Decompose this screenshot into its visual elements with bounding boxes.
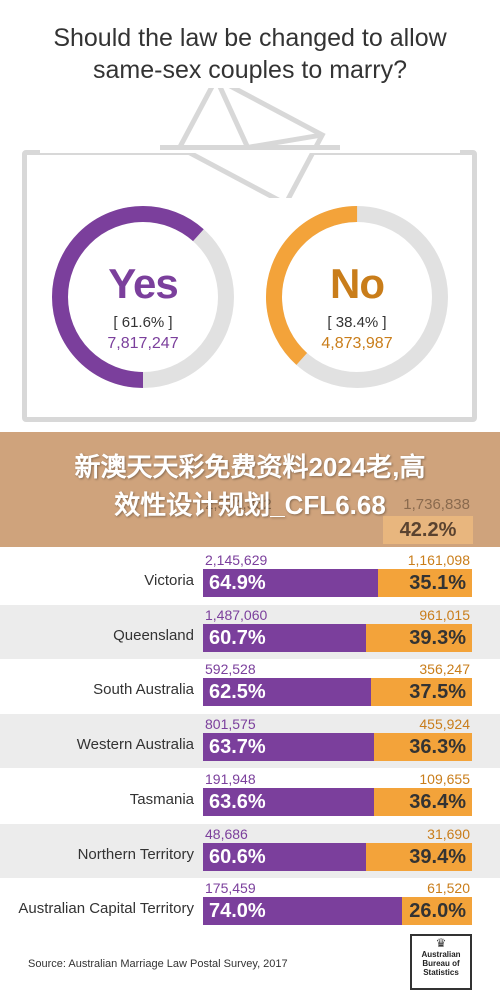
overlay-text: 新澳天天彩免费资料2024老,高 效性设计规划_CFL6.68 — [74, 452, 426, 520]
yes-count-label: 191,948 — [205, 770, 256, 787]
no-donut: No [ 38.4% ] 4,873,987 — [262, 202, 452, 392]
no-percent: [ 38.4% ] — [327, 314, 387, 331]
yes-donut-arc — [52, 206, 234, 388]
no-bar: 36.4% — [374, 787, 472, 816]
no-count: 4,873,987 — [321, 335, 393, 352]
no-bar: 35.1% — [377, 569, 472, 597]
yes-donut: Yes [ 61.6% ] 7,817,247 — [48, 202, 238, 392]
yes-count-label: 175,459 — [205, 880, 256, 897]
yes-count: 7,817,247 — [107, 335, 179, 352]
logo-text: Australian Bureau of Statistics — [421, 950, 461, 977]
no-count-label: 356,247 — [419, 661, 470, 678]
no-bar: 39.4% — [366, 842, 472, 871]
no-count-label: 1,161,098 — [407, 552, 470, 568]
yes-count-label: 801,575 — [205, 716, 256, 733]
state-name: Queensland — [113, 626, 194, 644]
state-name: Western Australia — [76, 736, 194, 754]
yes-label: Yes — [108, 260, 178, 307]
yes-bar: 63.6% — [203, 787, 375, 816]
ballot-slot-edge — [160, 145, 340, 150]
state-row: South Australia 592,528 356,247 62.5% 37.5% — [0, 659, 500, 713]
chart-title: Should the law be changed to allow same-… — [53, 24, 447, 84]
ballot-slot — [40, 148, 460, 153]
no-label: No — [330, 260, 385, 307]
no-bar: 37.5% — [371, 678, 472, 707]
yes-bar: 62.5% — [203, 678, 372, 707]
state-name: Northern Territory — [77, 845, 194, 863]
yes-count-label: 2,145,629 — [205, 552, 268, 568]
no-bar: 26.0% — [402, 897, 472, 926]
yes-count-label: 1,487,060 — [205, 606, 268, 623]
state-row: Victoria 2,145,629 1,161,098 64.9% 35.1% — [0, 550, 500, 604]
yes-count-label: 592,528 — [205, 661, 256, 678]
state-name: Tasmania — [129, 790, 194, 808]
partial-no-count: 1,736,838 — [403, 496, 470, 513]
yes-bar: 74.0% — [203, 897, 403, 926]
no-bar: 36.3% — [374, 733, 472, 762]
state-name: Australian Capital Territory — [18, 900, 194, 918]
no-donut-arc — [266, 206, 448, 388]
state-name: South Australia — [93, 681, 194, 699]
envelope-icon — [176, 88, 326, 198]
state-row: Western Australia 801,575 455,924 63.7% 36.3… — [0, 714, 500, 769]
no-count-label: 31,690 — [427, 825, 470, 842]
abs-logo: ♛ Australian Bureau of Statistics — [410, 934, 472, 990]
state-row: Queensland 1,487,060 961,015 60.7% 39.3% — [0, 604, 500, 659]
yes-percent: [ 61.6% ] — [113, 314, 173, 331]
crest-icon: ♛ — [435, 936, 447, 950]
yes-bar: 60.6% — [203, 842, 366, 871]
source-note: Source: Australian Marriage Law Postal S… — [28, 958, 288, 970]
partial-yes-count: 2,374,362 — [205, 496, 272, 513]
yes-bar: 63.7% — [203, 733, 375, 762]
state-row: Australian Capital Territory 175,459 61,52… — [0, 878, 500, 932]
partial-no-percent: 42.2% — [383, 516, 473, 544]
no-count-label: 961,015 — [419, 606, 470, 623]
yes-bar: 64.9% — [203, 569, 378, 597]
no-count-label: 109,655 — [419, 770, 470, 787]
yes-count-label: 48,686 — [205, 825, 248, 842]
no-bar: 39.3% — [366, 623, 472, 652]
yes-bar: 60.7% — [203, 623, 367, 652]
state-row: Tasmania 191,948 109,655 63.6% 36.4% — [0, 769, 500, 823]
no-count-label: 61,520 — [427, 880, 470, 897]
no-count-label: 455,924 — [419, 716, 470, 733]
state-name: Victoria — [144, 572, 194, 589]
state-row: Northern Territory 48,686 31,690 60.6% 39.4% — [0, 823, 500, 878]
